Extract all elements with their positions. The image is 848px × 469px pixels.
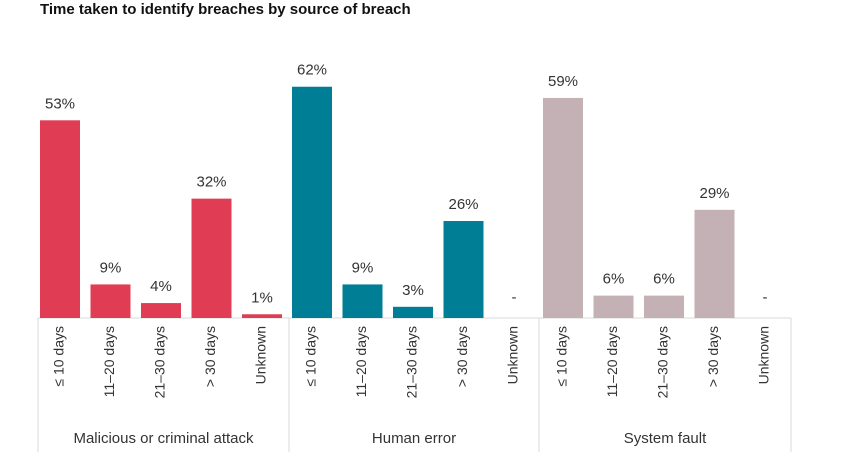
data-label-g2-c1: 6%	[603, 271, 625, 288]
data-label-g1-c1: 9%	[352, 259, 374, 276]
data-label-g0-c3: 32%	[196, 174, 226, 191]
bar-g2-c3	[694, 209, 735, 318]
bar-g1-c2	[393, 306, 433, 318]
bar-g0-c1	[90, 284, 131, 318]
group-label-2: System fault	[624, 430, 707, 447]
data-label-g2-c4: -	[763, 289, 768, 306]
group-label-0: Malicious or criminal attack	[73, 430, 254, 447]
data-label-g1-c3: 26%	[448, 196, 478, 213]
tick-label-g1-c4: Unknown	[505, 326, 521, 384]
data-label-g2-c3: 29%	[699, 185, 729, 202]
bar-g1-c0	[292, 86, 332, 319]
tick-label-g0-c4: Unknown	[253, 326, 269, 384]
bar-g2-c2	[644, 295, 684, 318]
data-label-g0-c2: 4%	[150, 278, 172, 295]
tick-label-g2-c4: Unknown	[756, 326, 772, 384]
data-label-g2-c2: 6%	[653, 271, 675, 288]
tick-label-g1-c3: > 30 days	[454, 326, 470, 387]
data-label-g1-c4: -	[512, 289, 517, 306]
bar-g0-c3	[191, 198, 232, 318]
tick-label-g0-c0: ≤ 10 days	[51, 326, 67, 387]
bar-g0-c2	[141, 303, 181, 318]
bar-g1-c1	[342, 284, 383, 318]
tick-label-g2-c0: ≤ 10 days	[554, 326, 570, 387]
bar-g0-c0	[40, 120, 80, 318]
data-label-g2-c0: 59%	[548, 73, 578, 90]
tick-label-g1-c0: ≤ 10 days	[303, 326, 319, 387]
data-label-g1-c2: 3%	[402, 282, 424, 299]
bar-g0-c4	[242, 314, 282, 318]
tick-label-g0-c2: 21–30 days	[152, 326, 168, 398]
tick-label-g2-c1: 11–20 days	[604, 326, 620, 397]
chart-title: Time taken to identify breaches by sourc…	[40, 1, 411, 18]
bar-g2-c1	[593, 295, 634, 318]
data-label-g0-c1: 9%	[100, 259, 122, 276]
data-label-g0-c4: 1%	[251, 289, 273, 306]
tick-label-g0-c1: 11–20 days	[101, 326, 117, 397]
tick-label-g2-c2: 21–30 days	[655, 326, 671, 398]
tick-label-g1-c2: 21–30 days	[404, 326, 420, 398]
tick-label-g2-c3: > 30 days	[705, 326, 721, 387]
data-label-g1-c0: 62%	[297, 62, 327, 79]
tick-label-g0-c3: > 30 days	[202, 326, 218, 387]
bar-g1-c3	[443, 221, 484, 318]
tick-label-g1-c1: 11–20 days	[353, 326, 369, 397]
bar-g2-c0	[543, 97, 583, 319]
group-label-1: Human error	[372, 430, 456, 447]
data-label-g0-c0: 53%	[45, 95, 75, 112]
